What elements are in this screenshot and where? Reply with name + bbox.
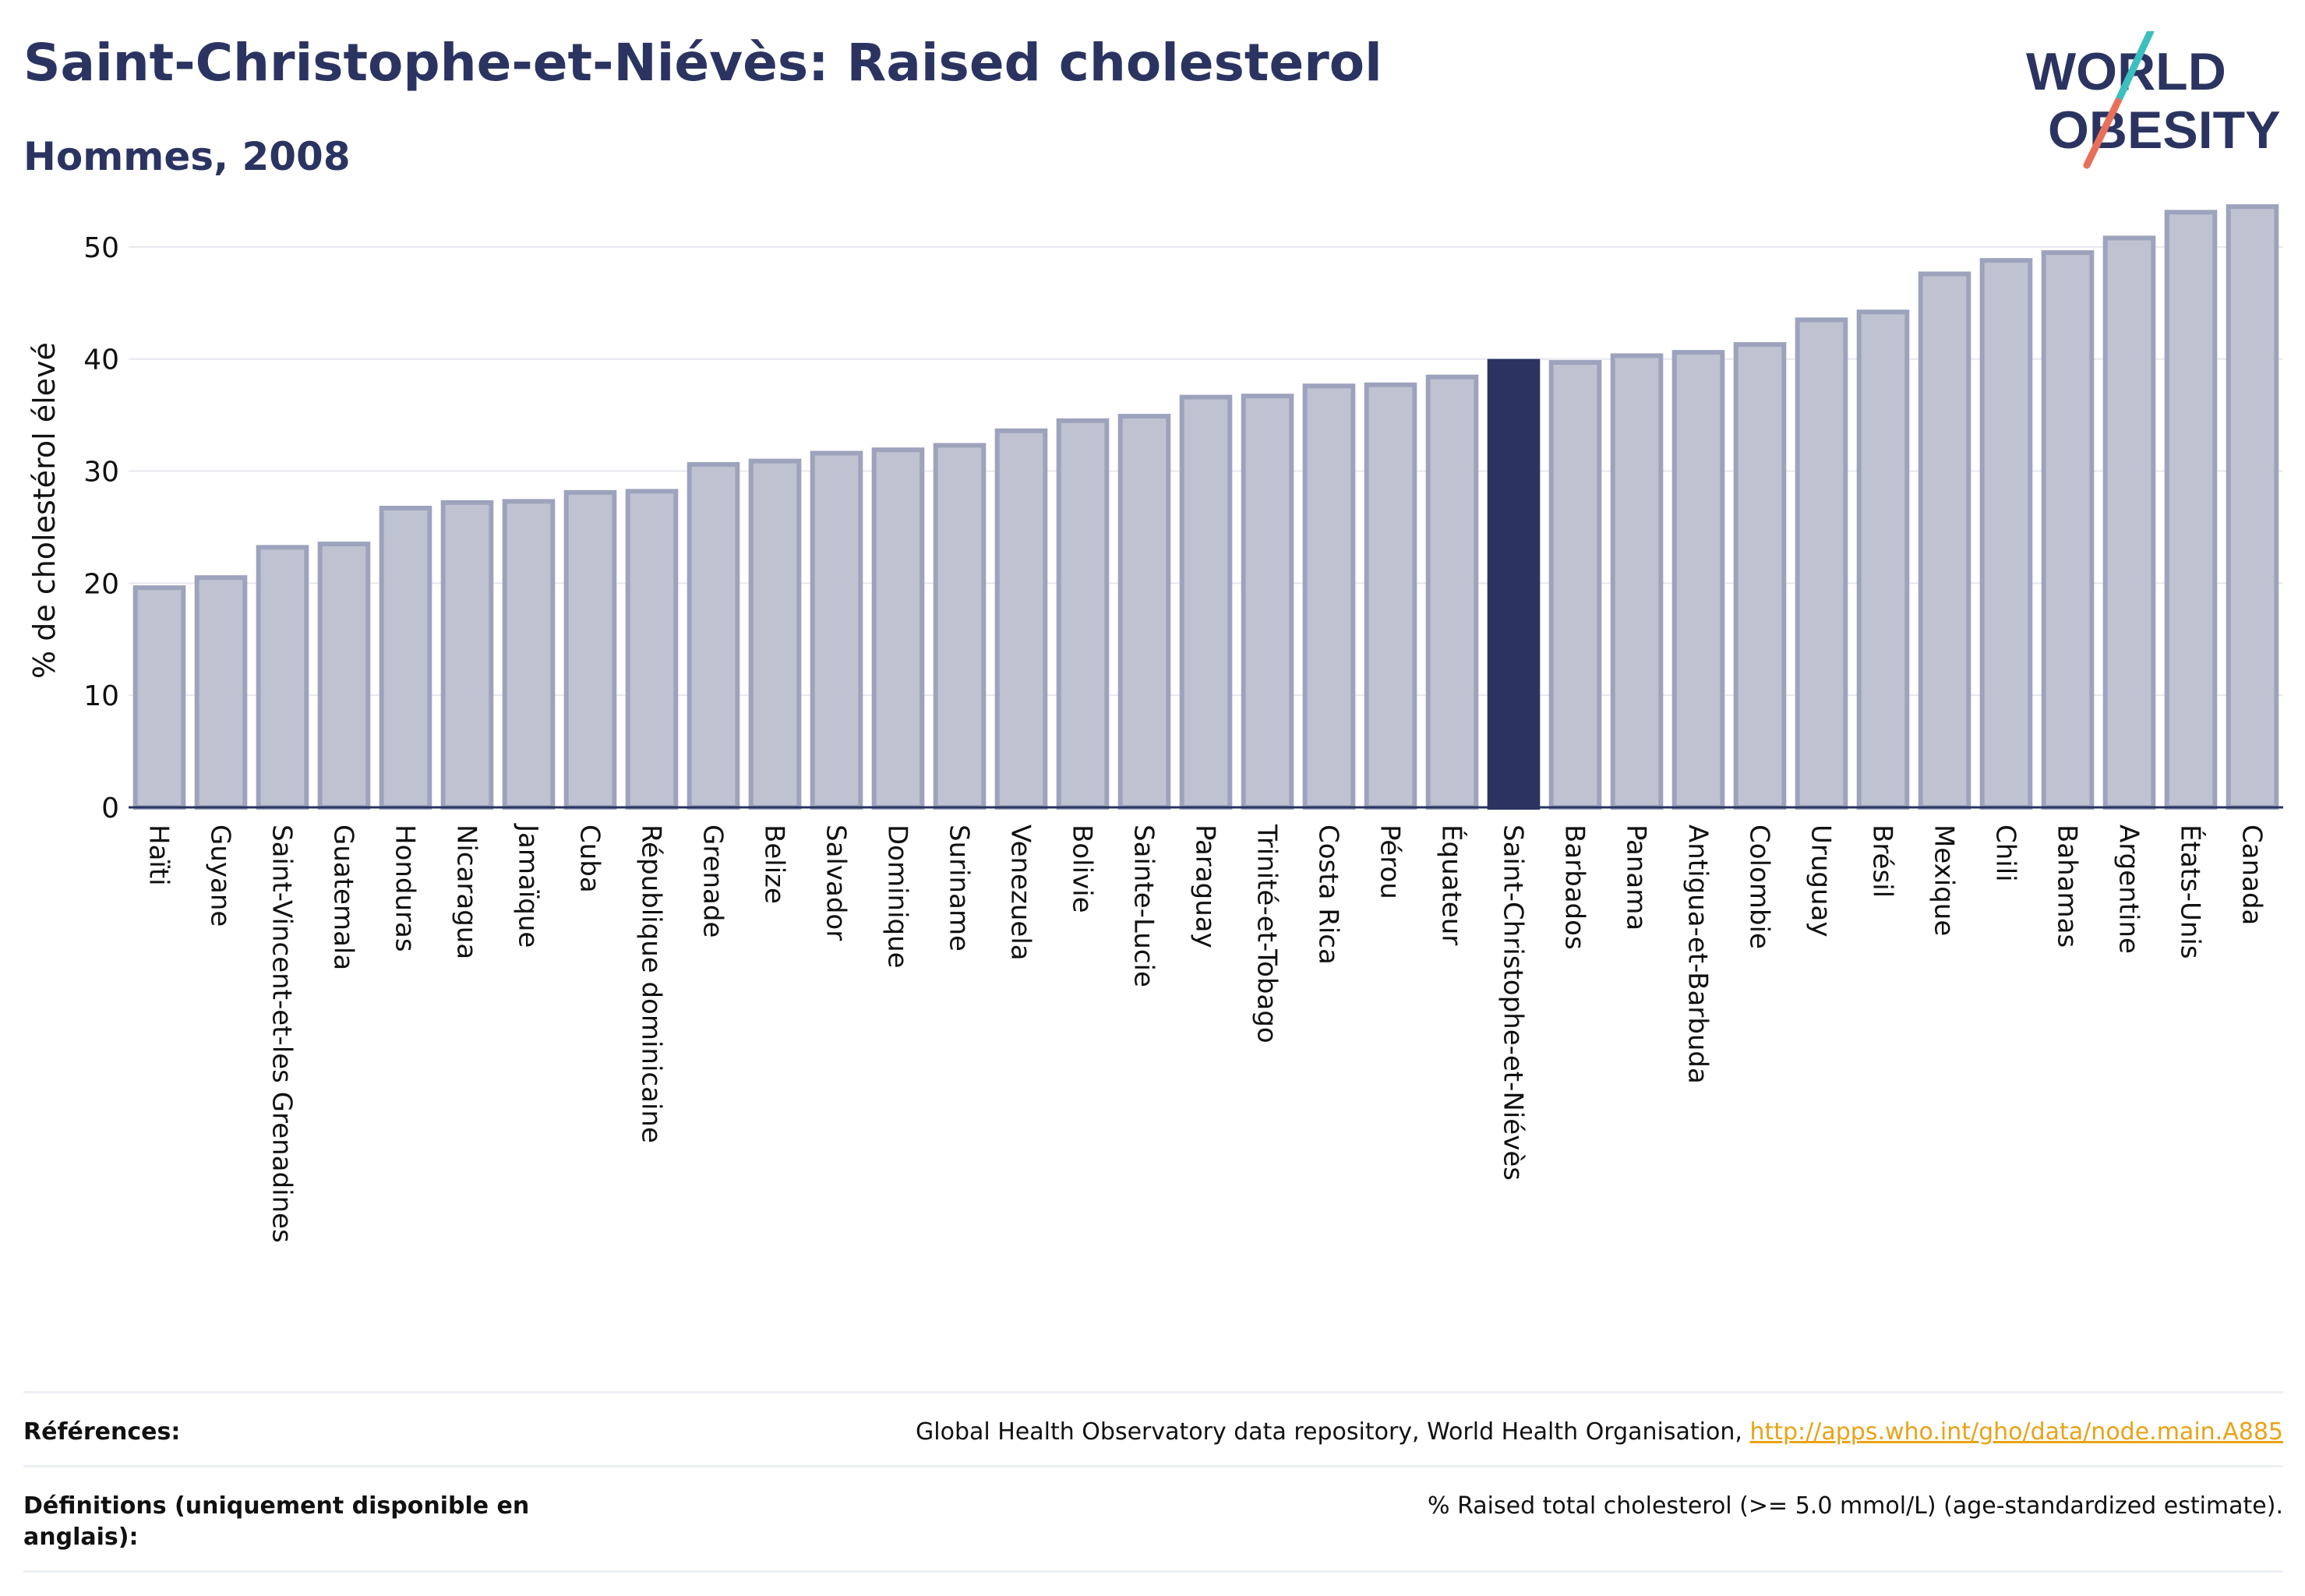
x-tick-label: Cuba	[574, 824, 605, 893]
bar--quateur[interactable]	[1425, 374, 1479, 810]
bar-saint-vincent-et-les-grenadines[interactable]	[256, 545, 309, 810]
bar-dominique[interactable]	[871, 447, 925, 810]
y-tick-label: 50	[83, 232, 119, 264]
bar-honduras[interactable]	[379, 506, 432, 810]
x-tick-label: Guatemala	[328, 824, 359, 970]
x-tick-label: Argentine	[2113, 824, 2144, 954]
x-tick-label: Canada	[2236, 824, 2268, 925]
bar-r-publique-dominicaine[interactable]	[625, 489, 679, 810]
x-tick-label: Venezuela	[1005, 824, 1036, 961]
x-tick-label: Belize	[759, 824, 790, 904]
x-tick-label: Uruguay	[1806, 824, 1837, 937]
bar-suriname[interactable]	[933, 443, 987, 810]
x-tick-label: Chili	[1990, 824, 2021, 882]
x-tick-label: Mexique	[1929, 824, 1960, 936]
references-table: Références: Global Health Observatory da…	[23, 1391, 2283, 1573]
bar-saint-christophe-et-ni-v-s[interactable]	[1487, 358, 1541, 810]
bar-paraguay[interactable]	[1179, 394, 1233, 810]
chart-subtitle: Hommes, 2008	[23, 134, 351, 179]
x-tick-label: Suriname	[944, 824, 975, 952]
bar-guatemala[interactable]	[317, 542, 371, 810]
bar-mexique[interactable]	[1918, 271, 1971, 810]
y-tick-label: 10	[83, 680, 119, 712]
y-axis-label: % de cholestérol élevé	[27, 342, 62, 679]
bar-cuba[interactable]	[563, 489, 617, 810]
bar-uruguay[interactable]	[1795, 317, 1848, 810]
x-tick-label: Nicaragua	[451, 824, 482, 959]
references-row: Références: Global Health Observatory da…	[23, 1391, 2283, 1465]
bar-panama[interactable]	[1610, 353, 1664, 810]
bar-trinit-et-tobago[interactable]	[1241, 394, 1294, 810]
x-tick-label: Brésil	[1867, 824, 1898, 898]
x-tick-label: Trinité-et-Tobago	[1251, 824, 1283, 1043]
x-tick-label: Grenade	[697, 824, 729, 937]
references-value: Global Health Observatory data repositor…	[916, 1417, 2283, 1448]
bar-sainte-lucie[interactable]	[1117, 414, 1171, 810]
definitions-value: % Raised total cholesterol (>= 5.0 mmol/…	[1428, 1492, 2283, 1520]
x-tick-label: Guyane	[205, 824, 236, 927]
bar-bolivie[interactable]	[1056, 418, 1110, 810]
x-tick-label: Costa Rica	[1313, 824, 1344, 965]
bar-nicaragua[interactable]	[440, 500, 494, 810]
bar-p-rou[interactable]	[1364, 382, 1417, 810]
x-tick-label: Haïti	[143, 824, 175, 886]
logo-line-2: OBESITY	[2048, 101, 2281, 160]
bar-ha-ti[interactable]	[132, 585, 186, 810]
x-tick-label: Colombie	[1744, 824, 1775, 949]
references-link[interactable]: http://apps.who.int/gho/data/node.main.A…	[1749, 1418, 2283, 1446]
x-tick-label: Panama	[1621, 824, 1652, 930]
definitions-label: Définitions (uniquement disponible en an…	[23, 1492, 530, 1551]
bar-canada[interactable]	[2226, 204, 2279, 810]
bar-br-sil[interactable]	[1856, 309, 1910, 810]
x-tick-label: Honduras	[390, 824, 421, 952]
x-tick-label: Jamaïque	[513, 823, 544, 948]
bar-chili[interactable]	[1979, 258, 2033, 810]
x-tick-label: Antigua-et-Barbuda	[1682, 824, 1714, 1084]
y-tick-label: 40	[83, 344, 119, 376]
bar-costa-rica[interactable]	[1302, 383, 1356, 810]
bar-bahamas[interactable]	[2041, 250, 2095, 810]
bar--tats-unis[interactable]	[2164, 210, 2218, 810]
bar-chart: 0 10 20 30 40 50 Haïti Guyane Saint-Vincent-et-…	[27, 204, 2283, 1243]
x-tick-label: Salvador	[821, 824, 852, 941]
x-tick-label: États-Unis	[2175, 824, 2207, 959]
bar-salvador[interactable]	[810, 450, 863, 810]
x-tick-label: Pérou	[1375, 824, 1406, 899]
x-tick-label: Équateur	[1436, 824, 1468, 945]
bar-guyane[interactable]	[194, 575, 248, 810]
logo-slash-top	[2114, 27, 2155, 105]
x-tick-label: Bahamas	[2052, 824, 2083, 948]
bar-barbados[interactable]	[1548, 360, 1602, 810]
y-tick-label: 20	[83, 568, 119, 600]
x-tick-label: Dominique	[882, 824, 913, 969]
chart-title: Saint-Christophe-et-Niévès: Raised chole…	[23, 33, 1382, 93]
y-tick-label: 30	[83, 457, 119, 489]
x-tick-label: Bolivie	[1067, 824, 1098, 913]
bar-jama-que[interactable]	[502, 499, 556, 810]
y-tick-label: 0	[101, 793, 119, 824]
bar-venezuela[interactable]	[994, 428, 1048, 810]
x-tick-label: Barbados	[1559, 824, 1590, 950]
bar-argentine[interactable]	[2102, 235, 2156, 810]
logo-slash-bottom	[2083, 97, 2122, 169]
x-tick-label: Saint-Vincent-et-les Grenadines	[267, 824, 298, 1243]
references-label: Références:	[23, 1418, 181, 1446]
world-obesity-logo: WORLD OBESITY	[2026, 27, 2291, 171]
x-tick-label: Saint-Christophe-et-Niévès	[1498, 824, 1529, 1181]
x-tick-label: République dominicaine	[636, 824, 667, 1143]
bar-antigua-et-barbuda[interactable]	[1671, 350, 1725, 810]
bar-grenade[interactable]	[687, 461, 740, 810]
bar-colombie[interactable]	[1733, 342, 1787, 810]
bar-belize[interactable]	[748, 458, 802, 810]
x-tick-label: Sainte-Lucie	[1128, 824, 1160, 987]
definitions-row: Définitions (uniquement disponible en an…	[23, 1465, 2283, 1573]
references-text: Global Health Observatory data repositor…	[916, 1418, 1750, 1446]
x-tick-label: Paraguay	[1190, 824, 1221, 948]
